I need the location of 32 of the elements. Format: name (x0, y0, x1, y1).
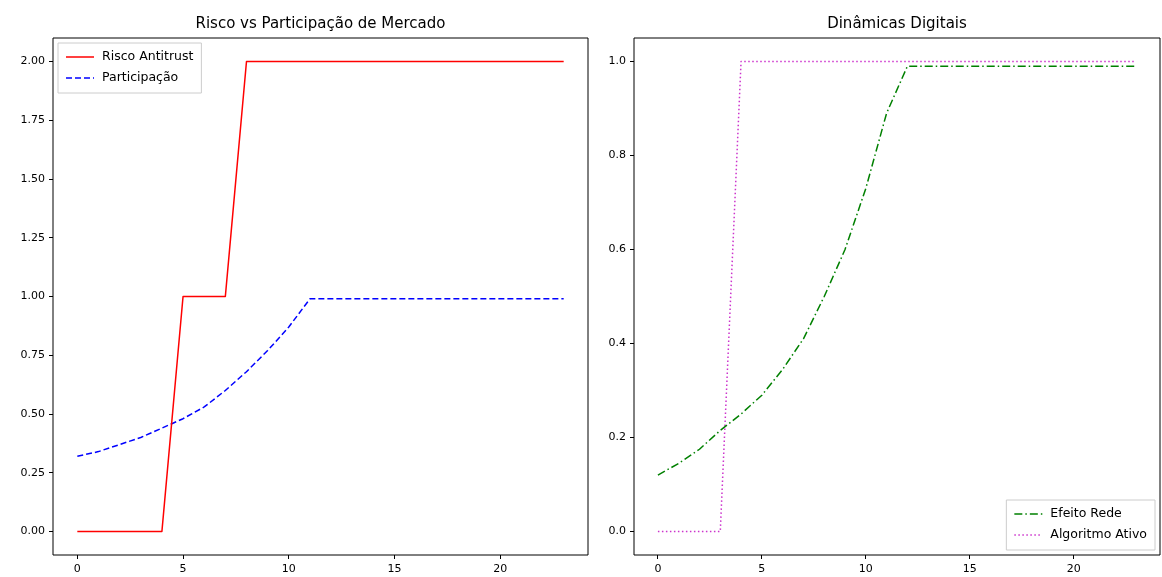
legend-label: Participação (102, 69, 179, 85)
y-tick-label: 0.6 (608, 242, 626, 256)
legend-label: Efeito Rede (1050, 505, 1123, 521)
y-tick-label: 1.50 (20, 171, 45, 185)
x-tick-label: 15 (387, 562, 402, 576)
y-tick-label: 0.0 (608, 524, 626, 538)
x-tick-label: 0 (654, 562, 662, 576)
y-tick-label: 0.50 (20, 406, 45, 420)
y-tick-label: 0.2 (608, 430, 626, 444)
y-tick-label: 1.25 (20, 230, 45, 244)
y-tick-label: 1.0 (608, 54, 626, 68)
y-tick-label: 1.75 (20, 113, 45, 127)
x-tick-label: 15 (962, 562, 977, 576)
x-tick-label: 5 (758, 562, 766, 576)
y-tick-label: 0.75 (20, 348, 45, 362)
x-tick-label: 10 (281, 562, 296, 576)
chart-title: Risco vs Participação de Mercado (195, 14, 446, 33)
y-tick-label: 0.25 (20, 465, 45, 479)
legend-label: Algoritmo Ativo (1050, 526, 1147, 542)
y-tick-label: 0.4 (608, 336, 626, 350)
x-tick-label: 20 (1066, 562, 1081, 576)
x-tick-label: 5 (179, 562, 187, 576)
x-tick-label: 10 (858, 562, 873, 576)
legend-label: Risco Antitrust (102, 48, 194, 64)
y-tick-label: 1.00 (20, 289, 45, 303)
y-tick-label: 0.00 (20, 524, 45, 538)
y-tick-label: 2.00 (20, 54, 45, 68)
line-series (76, 298, 565, 458)
x-tick-label: 0 (73, 562, 81, 576)
y-tick-label: 0.8 (608, 148, 626, 162)
x-tick-label: 20 (493, 562, 508, 576)
chart-title: Dinâmicas Digitais (827, 14, 968, 33)
